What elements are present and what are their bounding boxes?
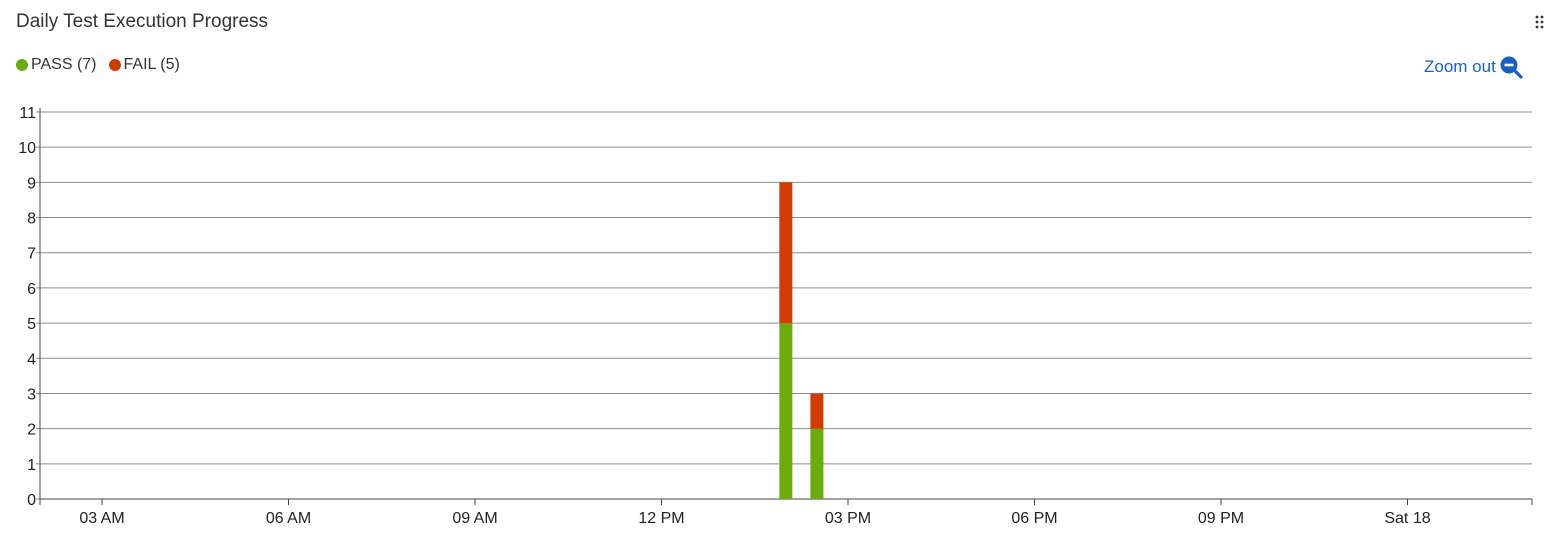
legend-label-pass: PASS (7) <box>31 56 97 73</box>
x-tick-label-1: 06 AM <box>266 510 311 527</box>
x-tick-label-6: 09 PM <box>1198 510 1244 527</box>
fail-dot-icon <box>108 59 121 71</box>
bar-fail-0 <box>779 182 793 324</box>
y-tick-label-9: 9 <box>27 175 36 192</box>
y-tick-label-1: 1 <box>27 457 36 474</box>
drag-handle-icon[interactable] <box>1535 14 1545 30</box>
x-tick-label-0: 03 AM <box>79 510 124 527</box>
bar-pass-1 <box>810 428 824 499</box>
zoom-out-label: Zoom out <box>1424 57 1496 76</box>
pass-dot-icon <box>16 59 28 71</box>
x-tick-label-2: 09 AM <box>452 510 497 527</box>
legend-label-fail: FAIL (5) <box>123 56 180 73</box>
x-tick-label-7: Sat 18 <box>1384 510 1430 527</box>
bar-fail-1 <box>810 393 824 429</box>
y-tick-label-0: 0 <box>27 492 36 509</box>
chart-legend: PASS (7) FAIL (5) <box>16 56 180 74</box>
chart-title: Daily Test Execution Progress <box>16 11 269 32</box>
y-tick-label-2: 2 <box>27 422 36 439</box>
y-tick-label-3: 3 <box>27 386 36 403</box>
zoom-out-icon <box>1500 56 1523 79</box>
x-tick-label-5: 06 PM <box>1011 510 1057 527</box>
y-tick-label-4: 4 <box>27 351 36 368</box>
zoom-out-button[interactable]: Zoom out <box>1424 55 1523 79</box>
x-tick-label-3: 12 PM <box>638 510 684 527</box>
y-tick-label-10: 10 <box>18 140 36 157</box>
legend-item-fail[interactable]: FAIL (5) <box>108 56 180 74</box>
y-tick-label-5: 5 <box>27 316 36 333</box>
bar-pass-0 <box>779 323 793 499</box>
y-tick-label-6: 6 <box>27 281 36 298</box>
legend-item-pass[interactable]: PASS (7) <box>16 56 97 74</box>
y-tick-label-11: 11 <box>19 105 36 122</box>
y-tick-label-7: 7 <box>27 246 36 263</box>
x-tick-label-4: 03 PM <box>825 510 871 527</box>
y-tick-label-8: 8 <box>27 211 36 228</box>
